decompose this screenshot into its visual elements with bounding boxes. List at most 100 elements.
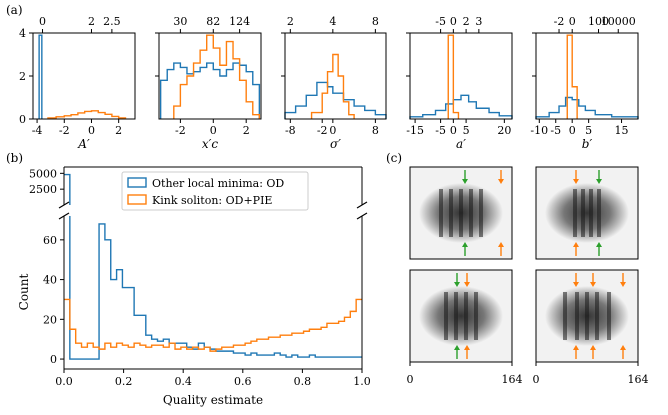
image-frame [409,166,513,260]
fringe-stripe [597,189,601,237]
y-tick-label-lower: 20 [43,313,57,326]
series-blue-a1 [38,34,43,119]
panel-c: 0 164 0 164 [407,166,649,386]
frame-a4 [409,32,513,120]
y-tick-label-upper: 5000 [29,167,57,180]
x-tick-label-a5: 15 [615,124,629,137]
top-tick-label-a4: 2 [463,15,470,28]
fringe-stripe [439,189,443,237]
panel-a-label: (a) [6,3,23,17]
x-tick-label-a4: 20 [497,124,511,137]
x-tick-label-b: 0.4 [174,375,192,388]
x-tick-label-a2: -2 [175,124,186,137]
image-x-tick-label: 164 [628,373,649,386]
top-tick-label-a1: 2.5 [103,15,121,28]
x-tick-label-a1: -2 [59,124,70,137]
y-tick-label-a1: 2 [19,70,26,83]
fringe-stripe [607,292,611,340]
series-orange-lower [64,298,362,352]
legend: Other local minima: OD Kink soliton: OD+P… [121,171,309,211]
top-tick-label-a2: 124 [229,15,250,28]
histogram-a1: -4 -2 0 2 0 2 2.5 0 2 4 A′ [19,15,136,151]
top-tick-label-a5: 0 [569,15,576,28]
x-tick-label-a5: -10 [530,124,548,137]
fringe-stripe [464,292,468,340]
axis-break-mark [58,212,70,220]
x-axis-label-b: Quality estimate [163,393,263,407]
series-blue-a2 [159,62,261,119]
image-x-tick-label: 164 [502,373,523,386]
orange-arrowhead-up [620,345,626,350]
y-tick-label-lower: 0 [50,353,57,366]
fringe-stripe [479,189,483,237]
x-tick-label-a5: -5 [550,124,561,137]
x-axis-label-a2: x′c [202,137,218,151]
top-tick-label-a3: 8 [372,15,379,28]
fringe-stripe [563,292,567,340]
x-tick-label-a5: 0 [569,124,576,137]
top-tick-label-a5: 10000 [601,15,636,28]
orange-arrowhead-down [464,282,470,287]
y-tick-label-a1: 4 [19,27,26,40]
legend-swatch-orange [127,194,147,205]
frame-a1 [32,32,136,120]
orange-arrowhead-down [498,179,504,184]
top-tick-label-a2: 30 [173,15,187,28]
image-frame [409,269,513,363]
orange-arrowhead-up [590,345,596,350]
legend-label: Other local minima: OD [152,177,284,190]
density-image-3 [409,269,513,363]
green-arrowhead-down [454,282,460,287]
fringe-stripe [454,292,458,340]
series-orange-a5 [566,34,578,119]
fringe-stripe [449,189,453,237]
axis-break-mark [356,201,368,209]
fringe-stripe [469,189,473,237]
orange-arrowhead-up [464,345,470,350]
green-arrowhead-down [462,179,468,184]
fringe-stripe [595,292,599,340]
series-orange-a4 [447,34,460,119]
y-tick-label-lower: 40 [43,274,57,287]
x-tick-label-b: 0.8 [294,375,312,388]
panel-b: 0 20 40 60 2500 5000 0.0 0.2 0.4 0.6 0.8 1.0 Quality… [17,166,371,407]
frame-a5 [535,32,639,120]
x-tick-label-a3: 8 [372,124,379,137]
orange-arrowhead-up [498,242,504,247]
top-tick-label-a4: 0 [450,15,457,28]
fringe-stripe [573,189,577,237]
fringe-stripe [589,189,593,237]
axis-break-mark [58,201,70,209]
density-image-4 [535,269,639,363]
x-axis-label-a3: σ′ [330,137,341,151]
series-blue-upper [64,173,71,205]
atom-cloud [419,286,503,346]
fringe-stripe [575,292,579,340]
orange-arrowhead-down [573,179,579,184]
y-axis-label-b: Count [17,273,31,310]
green-arrowhead-up [454,345,460,350]
x-tick-label-a4: -5 [435,124,446,137]
fringe-stripe [459,189,463,237]
x-tick-label-a3: -2 [317,124,328,137]
orange-arrowhead-up [573,242,579,247]
series-orange-a1 [47,110,127,119]
x-tick-label-b: 0.2 [115,375,133,388]
fringe-stripe [444,292,448,340]
x-tick-label-a2: 2 [243,124,250,137]
top-tick-label-a1: 2 [88,15,95,28]
green-arrowhead-up [596,242,602,247]
panel-c-label: (c) [386,151,402,165]
orange-arrowhead-down [620,282,626,287]
image-frame [535,269,639,363]
x-axis-label-a4: a′ [456,137,466,151]
top-tick-label-a3: 4 [329,15,336,28]
x-axis-label-a5: b′ [582,137,593,151]
series-orange-a3 [310,53,355,119]
x-tick-label-b: 0.6 [234,375,252,388]
image-x-tick-label: 0 [533,373,540,386]
histogram-a4: -15 -5 0 5 20-5 0 2 3a′ [406,15,513,151]
atom-cloud [545,183,629,243]
x-tick-label-a4: 0 [450,124,457,137]
